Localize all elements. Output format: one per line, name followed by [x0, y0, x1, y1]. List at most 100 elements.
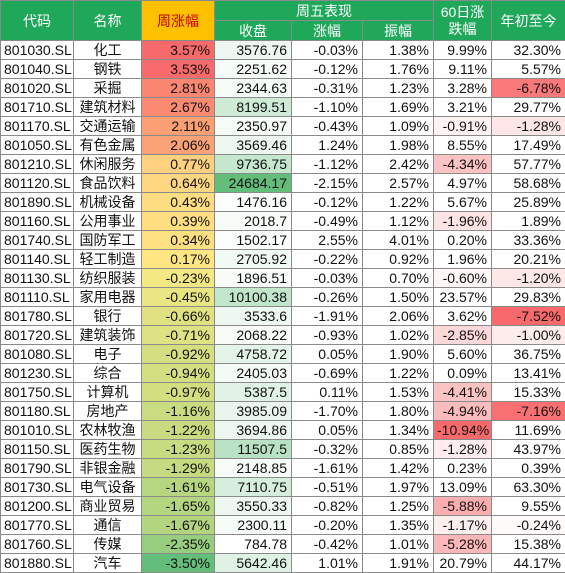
cell-code: 801120.SL: [1, 174, 74, 193]
header-close: 收盘: [215, 21, 292, 41]
cell-change: -0.82%: [292, 497, 363, 516]
cell-weekly-change: 0.17%: [142, 250, 215, 269]
cell-amplitude: 1.53%: [363, 383, 434, 402]
cell-sixty-day: 0.20%: [434, 231, 492, 250]
cell-code: 801080.SL: [1, 345, 74, 364]
cell-close: 2705.92: [215, 250, 292, 269]
cell-ytd: 15.38%: [492, 535, 565, 554]
header-code: 代码: [1, 1, 74, 41]
cell-code: 801880.SL: [1, 554, 74, 573]
cell-change: -0.69%: [292, 364, 363, 383]
cell-ytd: 63.30%: [492, 478, 565, 497]
cell-amplitude: 1.98%: [363, 136, 434, 155]
cell-sixty-day: 9.99%: [434, 41, 492, 60]
cell-amplitude: 1.50%: [363, 288, 434, 307]
cell-code: 801750.SL: [1, 383, 74, 402]
cell-name: 轻工制造: [74, 250, 142, 269]
cell-sixty-day: 3.21%: [434, 98, 492, 117]
cell-weekly-change: -1.61%: [142, 478, 215, 497]
cell-code: 801760.SL: [1, 535, 74, 554]
header-ytd: 年初至今: [492, 1, 565, 41]
header-weekly-change: 周涨幅: [142, 1, 215, 41]
cell-amplitude: 2.42%: [363, 155, 434, 174]
cell-change: -0.22%: [292, 250, 363, 269]
cell-change: -1.70%: [292, 402, 363, 421]
cell-ytd: 33.36%: [492, 231, 565, 250]
cell-sixty-day: 13.09%: [434, 478, 492, 497]
cell-sixty-day: 0.23%: [434, 459, 492, 478]
cell-weekly-change: -0.71%: [142, 326, 215, 345]
cell-name: 食品饮料: [74, 174, 142, 193]
cell-amplitude: 1.80%: [363, 402, 434, 421]
cell-weekly-change: 3.53%: [142, 60, 215, 79]
cell-sixty-day: -1.17%: [434, 516, 492, 535]
header-sixty-day: 60日涨 跌幅: [434, 1, 492, 41]
cell-name: 农林牧渔: [74, 421, 142, 440]
cell-sixty-day: 23.57%: [434, 288, 492, 307]
cell-change: -0.32%: [292, 440, 363, 459]
cell-change: 0.11%: [292, 383, 363, 402]
cell-change: -0.51%: [292, 478, 363, 497]
cell-weekly-change: 3.57%: [142, 41, 215, 60]
cell-close: 4758.72: [215, 345, 292, 364]
cell-ytd: 20.21%: [492, 250, 565, 269]
cell-name: 有色金属: [74, 136, 142, 155]
cell-ytd: 15.33%: [492, 383, 565, 402]
cell-change: -1.91%: [292, 307, 363, 326]
cell-change: -1.61%: [292, 459, 363, 478]
cell-sixty-day: -4.34%: [434, 155, 492, 174]
cell-change: 0.05%: [292, 345, 363, 364]
cell-name: 钢铁: [74, 60, 142, 79]
cell-close: 8199.51: [215, 98, 292, 117]
cell-code: 801710.SL: [1, 98, 74, 117]
cell-code: 801720.SL: [1, 326, 74, 345]
cell-sixty-day: -5.28%: [434, 535, 492, 554]
header-sixty-day-line1: 60日涨: [437, 4, 488, 21]
cell-ytd: 44.17%: [492, 554, 565, 573]
cell-ytd: -7.16%: [492, 402, 565, 421]
cell-name: 通信: [74, 516, 142, 535]
cell-weekly-change: -1.29%: [142, 459, 215, 478]
cell-weekly-change: 0.43%: [142, 193, 215, 212]
cell-weekly-change: 2.06%: [142, 136, 215, 155]
cell-code: 801140.SL: [1, 250, 74, 269]
cell-sixty-day: 20.79%: [434, 554, 492, 573]
cell-close: 1476.16: [215, 193, 292, 212]
cell-sixty-day: 0.09%: [434, 364, 492, 383]
cell-weekly-change: 2.81%: [142, 79, 215, 98]
cell-sixty-day: -1.28%: [434, 440, 492, 459]
cell-ytd: 32.30%: [492, 41, 565, 60]
cell-amplitude: 1.22%: [363, 364, 434, 383]
cell-change: -0.49%: [292, 212, 363, 231]
cell-code: 801210.SL: [1, 155, 74, 174]
cell-sixty-day: 5.67%: [434, 193, 492, 212]
cell-ytd: 57.77%: [492, 155, 565, 174]
cell-code: 801010.SL: [1, 421, 74, 440]
cell-close: 2344.63: [215, 79, 292, 98]
cell-change: 1.01%: [292, 554, 363, 573]
cell-ytd: -1.20%: [492, 269, 565, 288]
cell-ytd: 1.89%: [492, 212, 565, 231]
cell-name: 非银金融: [74, 459, 142, 478]
cell-change: 2.55%: [292, 231, 363, 250]
cell-change: -1.10%: [292, 98, 363, 117]
cell-close: 1502.17: [215, 231, 292, 250]
cell-name: 计算机: [74, 383, 142, 402]
cell-weekly-change: -0.45%: [142, 288, 215, 307]
